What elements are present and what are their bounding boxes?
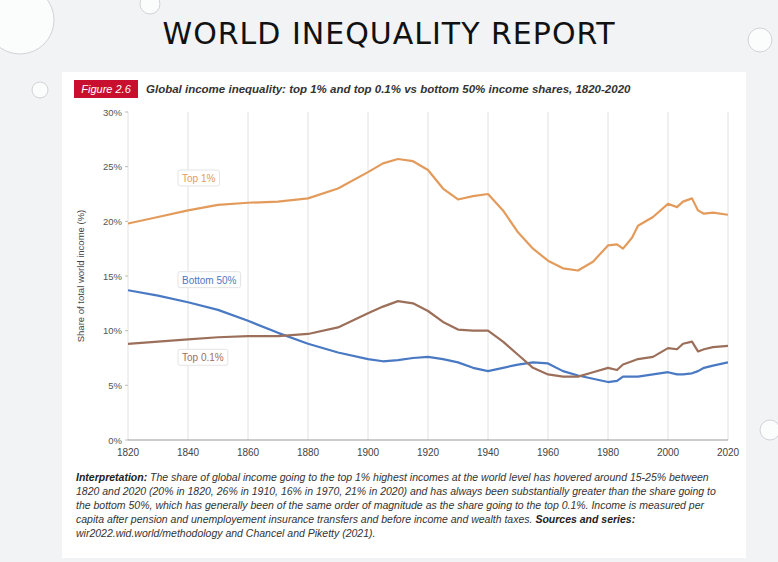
x-tick-label: 1840	[177, 447, 200, 458]
y-tick-label: 25%	[103, 161, 123, 172]
series-line	[128, 290, 728, 382]
page: {"chart_data": { "type": "line", "slide_…	[0, 0, 778, 562]
y-tick-label: 15%	[103, 271, 123, 282]
y-tick	[125, 385, 128, 386]
lines	[128, 159, 728, 382]
y-tick	[125, 276, 128, 277]
grid-line	[248, 112, 249, 440]
bubble	[760, 420, 778, 440]
y-axis-title: Share of total world income (%)	[75, 210, 86, 343]
figure-badge	[74, 80, 138, 98]
bubble	[748, 28, 772, 52]
y-tick	[125, 112, 128, 113]
notes: Interpretation: The share of global inco…	[76, 470, 732, 540]
chart: Figure 2.6 Global income inequality: top …	[62, 72, 746, 468]
y-tick-label: 0%	[108, 435, 122, 446]
grid	[128, 112, 728, 440]
y-tick-label: 5%	[108, 380, 122, 391]
x-tick-label: 1960	[537, 447, 560, 458]
grid-line	[548, 112, 549, 440]
grid-line	[308, 112, 309, 440]
y-tick	[125, 440, 128, 441]
grid-line	[728, 112, 729, 440]
y-tick-label: 20%	[103, 216, 123, 227]
y-tick-label: 30%	[103, 107, 123, 118]
x-tick-label: 2000	[657, 447, 680, 458]
series-line	[128, 301, 728, 376]
interpretation-label: Interpretation:	[76, 471, 147, 483]
series-labels: Top 1% Bottom 50% Top 0.1%	[178, 170, 241, 365]
sources-label: Sources and series:	[535, 513, 635, 525]
x-tick-label: 1920	[417, 447, 440, 458]
grid-line	[368, 112, 369, 440]
label-box	[178, 272, 241, 288]
series-label: Bottom 50%	[182, 275, 237, 286]
label-box	[178, 170, 219, 186]
bubble	[140, 0, 160, 14]
sources: wir2022.wid.world/methodology and Chance…	[76, 527, 375, 539]
y-tick	[125, 166, 128, 167]
bubble	[0, 0, 54, 54]
y-tick	[125, 330, 128, 331]
label-box	[178, 349, 228, 365]
series-line	[128, 159, 728, 271]
grid-line	[488, 112, 489, 440]
x-tick-label: 1980	[597, 447, 620, 458]
x-tick-label: 2020	[717, 447, 740, 458]
x-tick-label: 1880	[297, 447, 320, 458]
chart-title: Global income inequality: top 1% and top…	[146, 83, 631, 95]
y-tick-label: 10%	[103, 325, 123, 336]
grid-line	[428, 112, 429, 440]
x-tick-label: 1900	[357, 447, 380, 458]
x-tick-label: 1860	[237, 447, 260, 458]
series-label: Top 1%	[182, 173, 215, 184]
slide-title: WORLD INEQUALITY REPORT	[0, 16, 778, 51]
x-tick-label: 1820	[117, 447, 140, 458]
series-label: Top 0.1%	[182, 352, 224, 363]
grid-line	[608, 112, 609, 440]
bubble	[32, 82, 48, 98]
slide: WORLD INEQUALITY REPORT Figure 2.6 Global …	[0, 0, 778, 562]
x-axis	[128, 440, 728, 441]
grid-line	[668, 112, 669, 440]
figure-label: Figure 2.6	[81, 83, 131, 95]
x-tick-label: 1940	[477, 447, 500, 458]
chart-panel: Figure 2.6 Global income inequality: top …	[62, 72, 746, 558]
y-tick	[125, 221, 128, 222]
